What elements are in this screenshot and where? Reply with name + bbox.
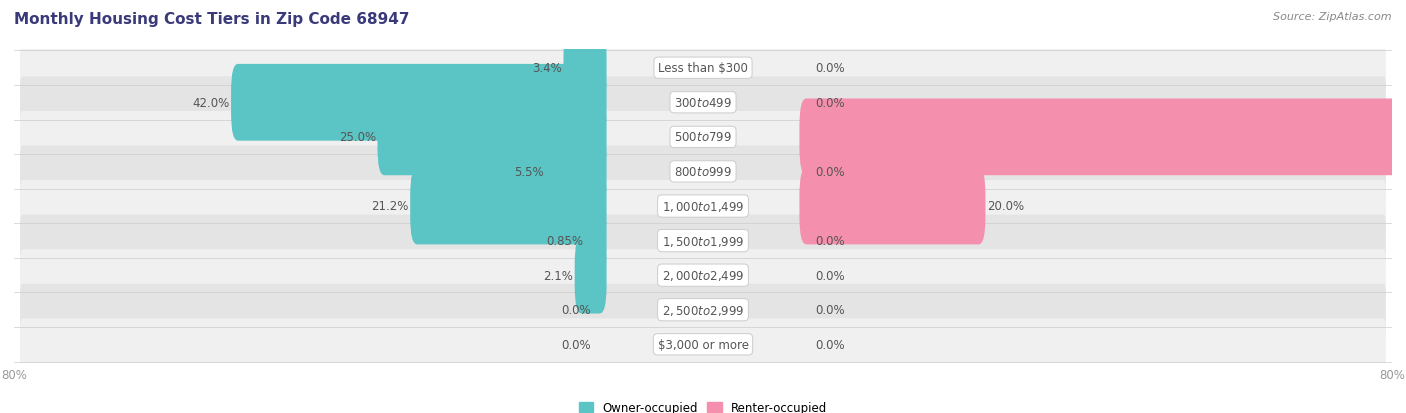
Text: Monthly Housing Cost Tiers in Zip Code 68947: Monthly Housing Cost Tiers in Zip Code 6…	[14, 12, 409, 27]
Text: 21.2%: 21.2%	[371, 200, 409, 213]
FancyBboxPatch shape	[231, 65, 606, 141]
Text: $500 to $799: $500 to $799	[673, 131, 733, 144]
FancyBboxPatch shape	[20, 112, 1386, 164]
Text: 0.85%: 0.85%	[547, 235, 583, 247]
Text: $1,500 to $1,999: $1,500 to $1,999	[662, 234, 744, 248]
Text: 0.0%: 0.0%	[561, 304, 591, 316]
Text: 0.0%: 0.0%	[815, 166, 845, 178]
Text: 5.5%: 5.5%	[515, 166, 544, 178]
Text: 25.0%: 25.0%	[339, 131, 375, 144]
Text: 0.0%: 0.0%	[561, 338, 591, 351]
Text: 0.0%: 0.0%	[815, 304, 845, 316]
Text: 42.0%: 42.0%	[193, 97, 229, 109]
Text: $2,500 to $2,999: $2,500 to $2,999	[662, 303, 744, 317]
Text: 20.0%: 20.0%	[987, 200, 1025, 213]
Text: 2.1%: 2.1%	[543, 269, 574, 282]
Text: $1,000 to $1,499: $1,000 to $1,499	[662, 199, 744, 214]
Text: Source: ZipAtlas.com: Source: ZipAtlas.com	[1274, 12, 1392, 22]
FancyBboxPatch shape	[377, 99, 606, 176]
FancyBboxPatch shape	[546, 134, 606, 210]
FancyBboxPatch shape	[20, 249, 1386, 301]
FancyBboxPatch shape	[20, 215, 1386, 267]
FancyBboxPatch shape	[20, 77, 1386, 129]
FancyBboxPatch shape	[20, 180, 1386, 233]
FancyBboxPatch shape	[800, 99, 1406, 176]
Text: 0.0%: 0.0%	[815, 97, 845, 109]
FancyBboxPatch shape	[800, 168, 986, 245]
Text: 0.0%: 0.0%	[815, 235, 845, 247]
Text: $800 to $999: $800 to $999	[673, 166, 733, 178]
FancyBboxPatch shape	[20, 43, 1386, 95]
Text: 0.0%: 0.0%	[815, 62, 845, 75]
Text: $300 to $499: $300 to $499	[673, 97, 733, 109]
Text: 3.4%: 3.4%	[531, 62, 562, 75]
Legend: Owner-occupied, Renter-occupied: Owner-occupied, Renter-occupied	[579, 401, 827, 413]
Text: 0.0%: 0.0%	[815, 338, 845, 351]
FancyBboxPatch shape	[575, 237, 606, 314]
FancyBboxPatch shape	[411, 168, 606, 245]
Text: Less than $300: Less than $300	[658, 62, 748, 75]
FancyBboxPatch shape	[20, 146, 1386, 198]
Text: $3,000 or more: $3,000 or more	[658, 338, 748, 351]
FancyBboxPatch shape	[20, 284, 1386, 336]
Text: 0.0%: 0.0%	[815, 269, 845, 282]
FancyBboxPatch shape	[20, 318, 1386, 370]
FancyBboxPatch shape	[564, 30, 606, 107]
Text: $2,000 to $2,499: $2,000 to $2,499	[662, 268, 744, 282]
FancyBboxPatch shape	[585, 203, 606, 279]
